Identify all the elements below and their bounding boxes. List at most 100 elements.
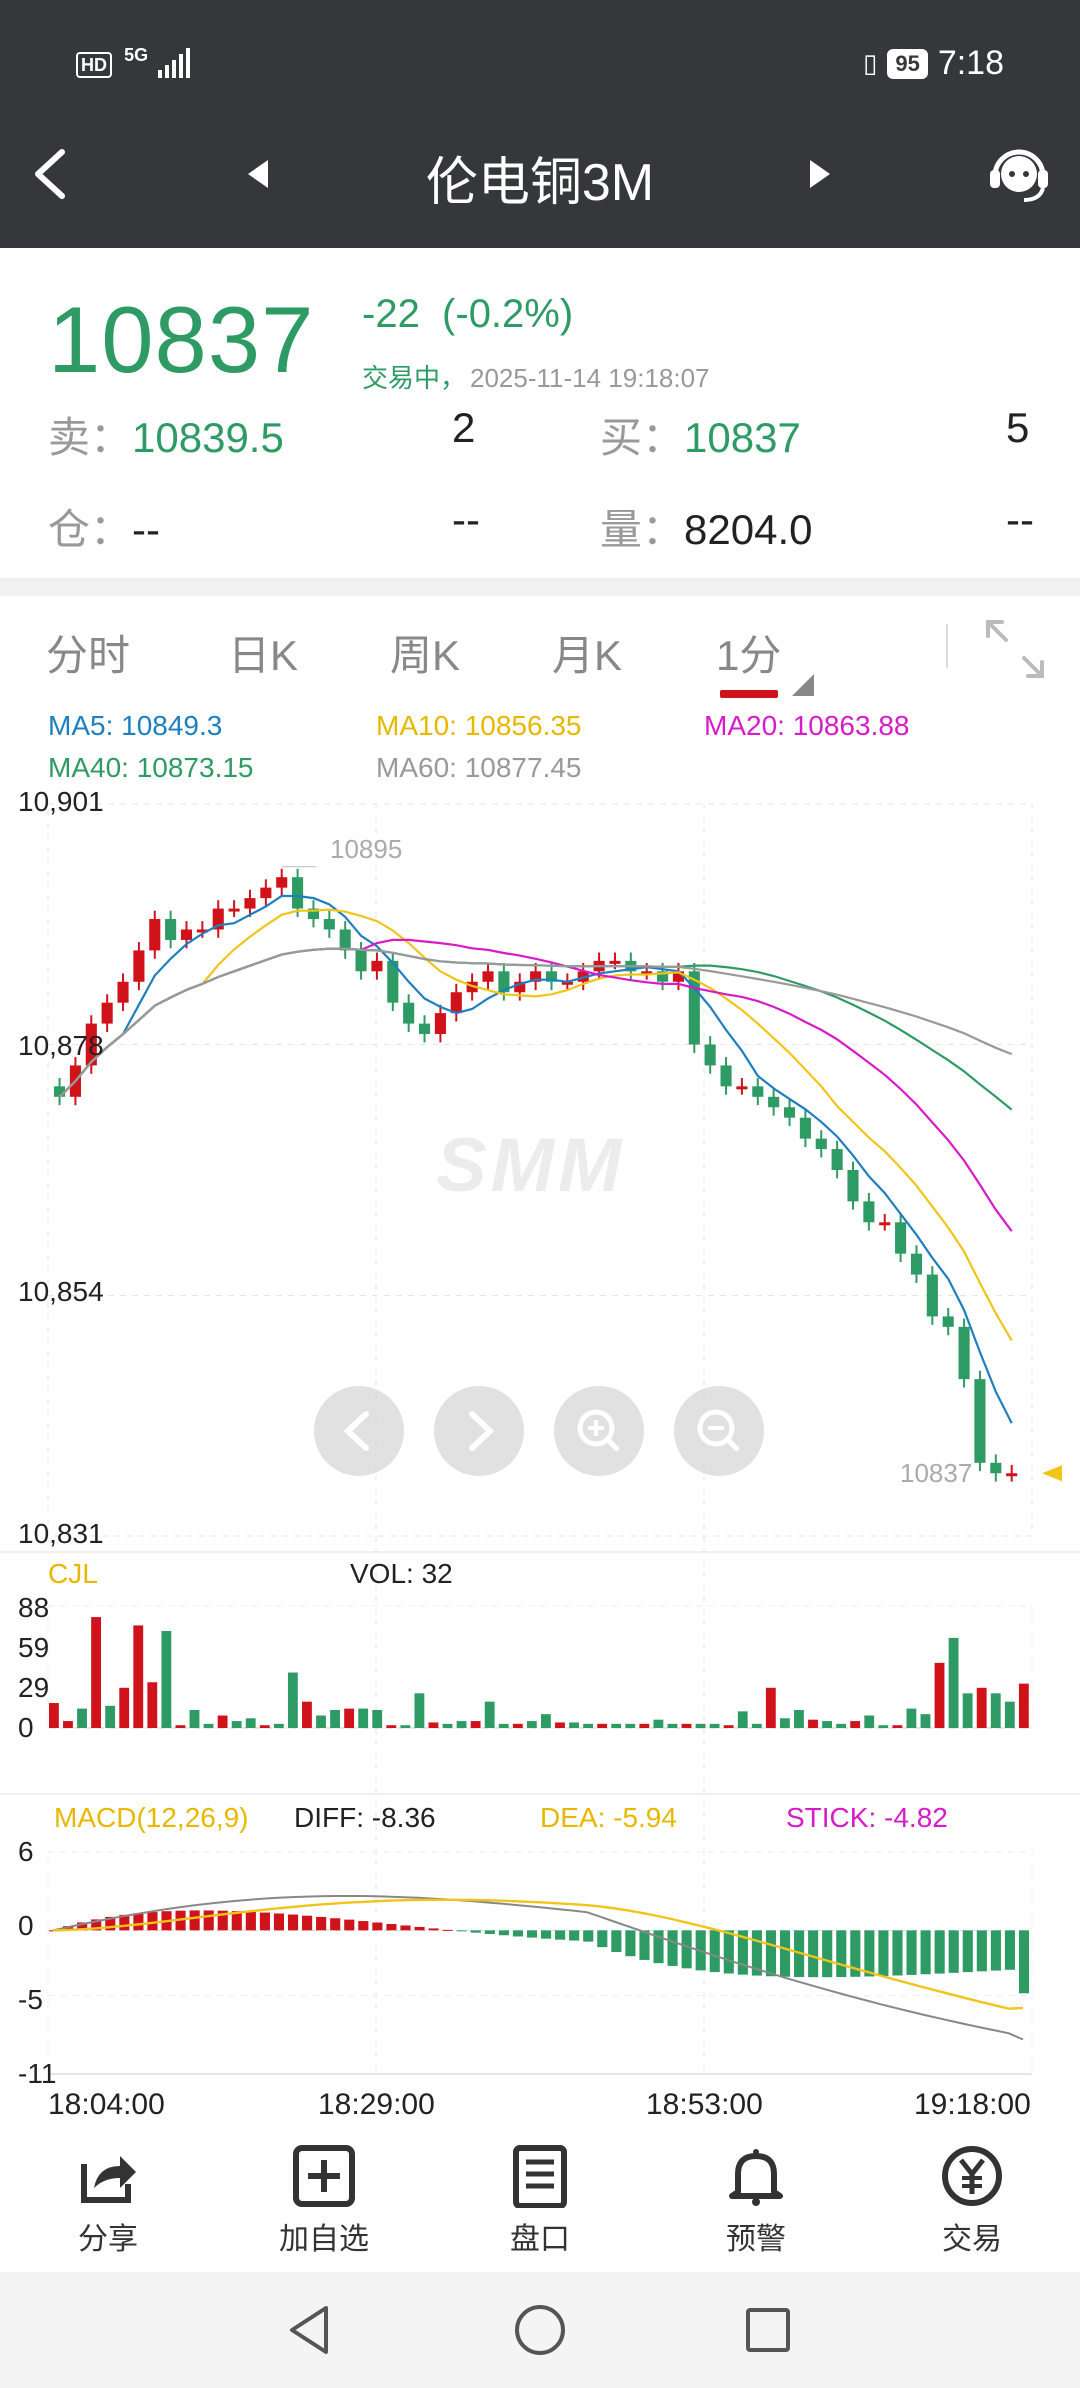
macd-histogram-bar [1018,1930,1030,1994]
volume-bar [105,1705,116,1728]
volume-bar [344,1708,355,1728]
x-tick-3: 19:18:00 [914,2088,1031,2121]
candle-body [355,950,367,972]
system-home-icon[interactable] [510,2300,570,2360]
zoom-in-button[interactable] [554,1386,644,1476]
volume-bar [245,1718,256,1728]
next-contract-icon[interactable] [810,160,830,188]
candle-body [101,1002,113,1024]
macd-tick-zero: 0 [18,1910,34,1941]
orderbook-button[interactable]: 盘口 [470,2120,610,2258]
volume-bar [386,1725,397,1728]
macd-histogram-bar [414,1926,425,1931]
system-back-icon[interactable] [280,2300,340,2360]
candle-body [720,1065,732,1087]
macd-histogram-bar [133,1913,144,1931]
candle-body [942,1316,954,1327]
macd-histogram-bar [259,1912,270,1931]
candle-body [85,1023,97,1066]
bell-icon [729,2149,783,2206]
macd-histogram-bar [189,1910,200,1931]
macd-histogram-bar [344,1919,355,1931]
candle-body [974,1379,986,1463]
candle-body [498,971,510,993]
macd-histogram-bar [498,1930,509,1936]
kline-chart[interactable] [0,0,1080,2120]
ma20-legend: MA20: 10863.88 [704,710,910,741]
change-percent: (-0.2%) [442,292,574,336]
vol-tick-bottom: 0 [18,1712,34,1743]
volume-bar [962,1693,973,1728]
volume-bar [808,1719,818,1728]
macd-histogram-bar [63,1926,74,1931]
tab-separator [946,624,948,668]
alert-button[interactable]: 预警 [686,2120,826,2258]
fullscreen-icon[interactable] [980,614,1050,684]
tab-daily[interactable]: 日K [228,632,299,679]
status-bar-right: ▯ 95 7:18 [863,44,1004,83]
vol-tick-3: 29 [18,1672,50,1703]
trade-button[interactable]: 交易 [902,2120,1042,2258]
price-tick-top: 10,901 [18,786,104,817]
volume-bar [287,1672,298,1728]
scroll-right-button[interactable] [434,1386,524,1476]
macd-histogram-bar [906,1930,917,1975]
prev-contract-icon[interactable] [248,160,268,188]
ask-row: 卖：10839.5 [48,404,284,465]
add-watchlist-button[interactable]: 加自选 [254,2120,394,2258]
tab-intraday[interactable]: 分时 [46,632,131,679]
system-navigation-bar [0,2272,1080,2388]
volume-bar [470,1721,481,1728]
candle-body [752,1086,764,1097]
volume-bar [709,1723,720,1728]
macd-histogram-bar [302,1915,313,1931]
macd-histogram-bar [808,1930,819,1978]
candle-body [339,929,351,951]
tab-weekly[interactable]: 周K [390,632,461,679]
vol-label: 量： [600,506,685,553]
volume-bar [1004,1701,1015,1728]
vibrate-icon: ▯ [863,48,878,78]
zoom-out-button[interactable] [674,1386,764,1476]
macd-histogram-bar [400,1925,411,1931]
candle-body [54,1086,66,1097]
macd-histogram-bar [105,1916,116,1931]
macd-histogram-bar [976,1930,987,1972]
scroll-left-button[interactable] [314,1386,404,1476]
ma60-line [58,947,1013,1098]
candle-body [958,1326,970,1380]
macd-histogram-bar [737,1930,748,1975]
tab-dropdown-icon[interactable] [792,674,814,696]
x-tick-1: 18:29:00 [318,2088,435,2121]
volume-bar [639,1723,650,1728]
volume-bar [147,1682,158,1728]
candle-body [323,919,335,930]
candle-body [910,1253,923,1275]
volume-bar [583,1723,594,1728]
trade-status: 交易中， 2025-11-14 19:18:07 [362,358,710,395]
volume-bar [723,1725,734,1728]
vol-tick-top: 88 [18,1592,50,1623]
macd-dea: DEA: -5.94 [540,1802,677,1833]
macd-histogram-bar [456,1930,467,1932]
share-button[interactable]: 分享 [38,2120,178,2258]
x-tick-2: 18:53:00 [646,2088,763,2121]
macd-histogram-bar [386,1923,397,1931]
back-arrow-icon[interactable] [24,144,84,204]
macd-histogram-bar [850,1930,861,1977]
volume-bar [611,1723,622,1728]
macd-histogram-bar [723,1930,734,1974]
candle-body [276,877,288,888]
macd-histogram-bar [709,1930,720,1973]
candle-body [672,971,684,982]
system-recents-icon[interactable] [738,2300,798,2360]
macd-histogram-bar [639,1930,650,1960]
volume-bar [878,1725,889,1728]
bid-qty: 5 [1006,404,1030,451]
tab-monthly[interactable]: 月K [552,632,623,679]
macd-histogram-bar [512,1930,524,1937]
volume-bar [667,1723,678,1728]
customer-service-icon[interactable] [986,142,1052,208]
trade-state: 交易中， [362,363,467,393]
tab-1min[interactable]: 1分 [716,632,782,679]
